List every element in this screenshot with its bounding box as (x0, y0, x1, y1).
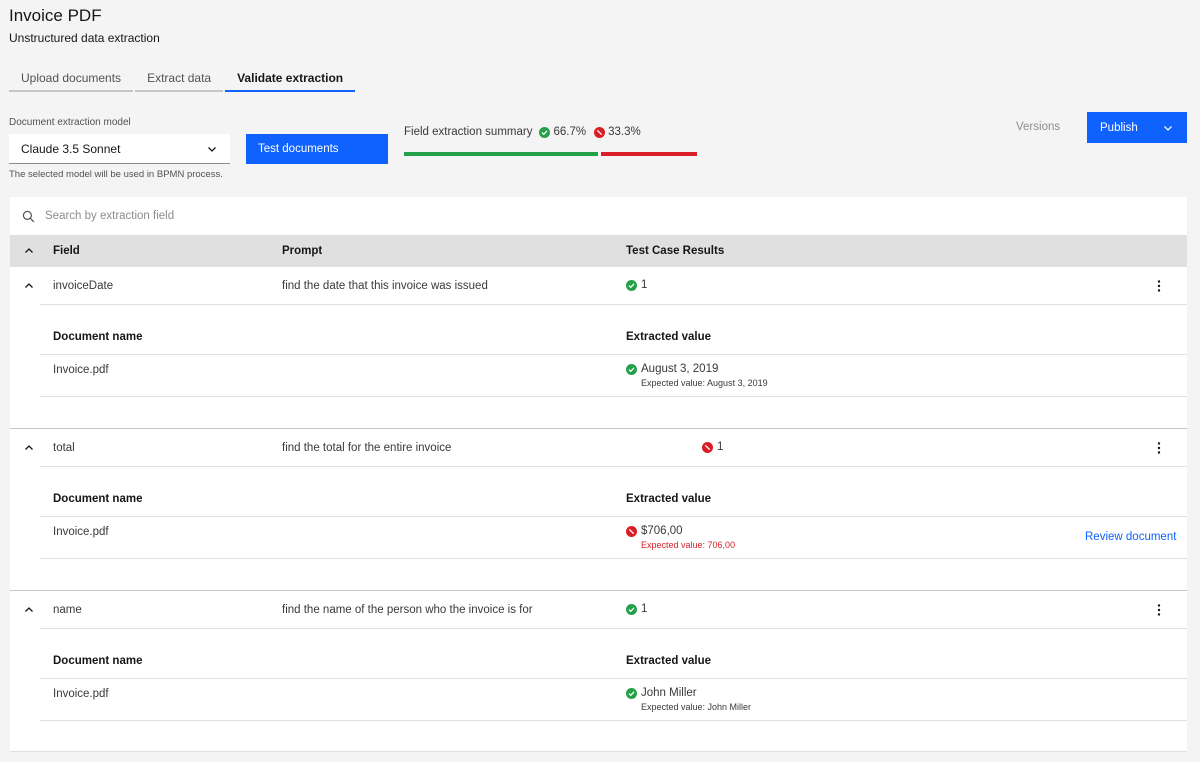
summary-label: Field extraction summary (404, 126, 533, 138)
table-row-group: name find the name of the person who the… (10, 591, 1187, 752)
extracted-value-text: August 3, 2019 (641, 363, 719, 375)
document-row: Invoice.pdf John Miller Expected value: … (40, 679, 1187, 721)
field-extraction-summary: Field extraction summary 66.7% 33.3% (404, 126, 649, 138)
column-header-prompt[interactable]: Prompt (282, 245, 323, 257)
page-subtitle: Unstructured data extraction (9, 31, 160, 45)
tab-extract-data[interactable]: Extract data (135, 66, 224, 92)
model-helper-text: The selected model will be used in BPMN … (9, 169, 223, 180)
field-prompt: find the name of the person who the invo… (282, 604, 533, 616)
table-row: total find the total for the entire invo… (10, 429, 1187, 467)
document-name[interactable]: Invoice.pdf (53, 526, 109, 538)
sub-header-value: Extracted value (626, 493, 712, 505)
search-icon (22, 210, 35, 223)
chevron-down-icon[interactable] (1162, 122, 1174, 134)
summary-success-bar (404, 152, 598, 156)
sub-header-document: Document name (53, 493, 143, 505)
search-bar (10, 197, 1187, 235)
misuse-icon (702, 441, 713, 453)
chevron-up-icon[interactable] (23, 280, 35, 292)
chevron-up-icon[interactable] (23, 442, 35, 454)
field-prompt: find the date that this invoice was issu… (282, 280, 488, 292)
extraction-table: invoiceDate find the date that this invo… (10, 267, 1187, 752)
extracted-value: $706,00 (626, 525, 683, 537)
sub-header-value: Extracted value (626, 655, 712, 667)
checkmark-filled-icon (626, 603, 637, 615)
document-name[interactable]: Invoice.pdf (53, 364, 109, 376)
tab-upload-documents[interactable]: Upload documents (9, 66, 134, 92)
extracted-value-text: John Miller (641, 687, 697, 699)
extracted-value: August 3, 2019 (626, 363, 718, 375)
review-document-link[interactable]: Review document (1085, 531, 1177, 543)
expected-value: Expected value: John Miller (641, 702, 752, 712)
expected-value: Expected value: 706,00 (641, 540, 736, 550)
test-result: 1 (626, 603, 647, 615)
table-row-group: total find the total for the entire invo… (10, 429, 1187, 591)
tab-list: Upload documents Extract data Validate e… (9, 66, 356, 92)
model-dropdown[interactable]: Claude 3.5 Sonnet (9, 134, 230, 164)
document-row: Invoice.pdf August 3, 2019 Expected valu… (40, 355, 1187, 397)
publish-button[interactable]: Publish (1087, 112, 1187, 143)
misuse-icon (594, 126, 606, 138)
checkmark-filled-icon (539, 126, 551, 138)
sub-table-header: Document name Extracted value (40, 467, 1187, 517)
result-count: 1 (717, 441, 724, 453)
model-label: Document extraction model (9, 117, 131, 128)
table-row-group: invoiceDate find the date that this invo… (10, 267, 1187, 429)
expected-value: Expected value: August 3, 2019 (641, 378, 768, 388)
test-result: 1 (702, 441, 723, 453)
publish-label: Publish (1100, 121, 1138, 134)
document-name[interactable]: Invoice.pdf (53, 688, 109, 700)
checkmark-filled-icon (626, 363, 637, 375)
search-input[interactable] (45, 210, 545, 222)
sub-header-document: Document name (53, 331, 143, 343)
checkmark-filled-icon (626, 279, 637, 291)
collapse-all-chevron-icon[interactable] (23, 245, 35, 257)
chevron-down-icon (206, 143, 218, 155)
test-documents-button[interactable]: Test documents (246, 134, 388, 164)
field-name: total (53, 442, 75, 454)
result-count: 1 (641, 603, 648, 615)
field-prompt: find the total for the entire invoice (282, 442, 452, 454)
extracted-value: John Miller (626, 687, 697, 699)
checkmark-filled-icon (626, 687, 637, 699)
overflow-menu-icon[interactable] (1151, 278, 1167, 294)
model-selected-value: Claude 3.5 Sonnet (21, 141, 121, 156)
sub-header-value: Extracted value (626, 331, 712, 343)
extracted-value-text: $706,00 (641, 525, 683, 537)
overflow-menu-icon[interactable] (1151, 602, 1167, 618)
table-header: Field Prompt Test Case Results (10, 235, 1187, 267)
table-row: name find the name of the person who the… (10, 591, 1187, 629)
sub-table-header: Document name Extracted value (40, 629, 1187, 679)
versions-button[interactable]: Versions (1016, 121, 1061, 133)
page-title: Invoice PDF (9, 6, 102, 25)
chevron-up-icon[interactable] (23, 604, 35, 616)
sub-table-header: Document name Extracted value (40, 305, 1187, 355)
misuse-icon (626, 525, 637, 537)
summary-fail-percent: 33.3% (608, 126, 641, 138)
field-name: invoiceDate (53, 280, 114, 292)
result-count: 1 (641, 279, 648, 291)
table-row: invoiceDate find the date that this invo… (10, 267, 1187, 305)
field-name: name (53, 604, 82, 616)
column-header-results[interactable]: Test Case Results (626, 245, 725, 257)
column-header-field[interactable]: Field (53, 245, 80, 257)
tab-validate-extraction[interactable]: Validate extraction (225, 66, 356, 92)
document-row: Invoice.pdf $706,00 Expected value: 706,… (40, 517, 1187, 559)
sub-header-document: Document name (53, 655, 143, 667)
test-result: 1 (626, 279, 647, 291)
summary-fail-bar (601, 152, 697, 156)
summary-success-percent: 66.7% (553, 126, 587, 138)
overflow-menu-icon[interactable] (1151, 440, 1167, 456)
